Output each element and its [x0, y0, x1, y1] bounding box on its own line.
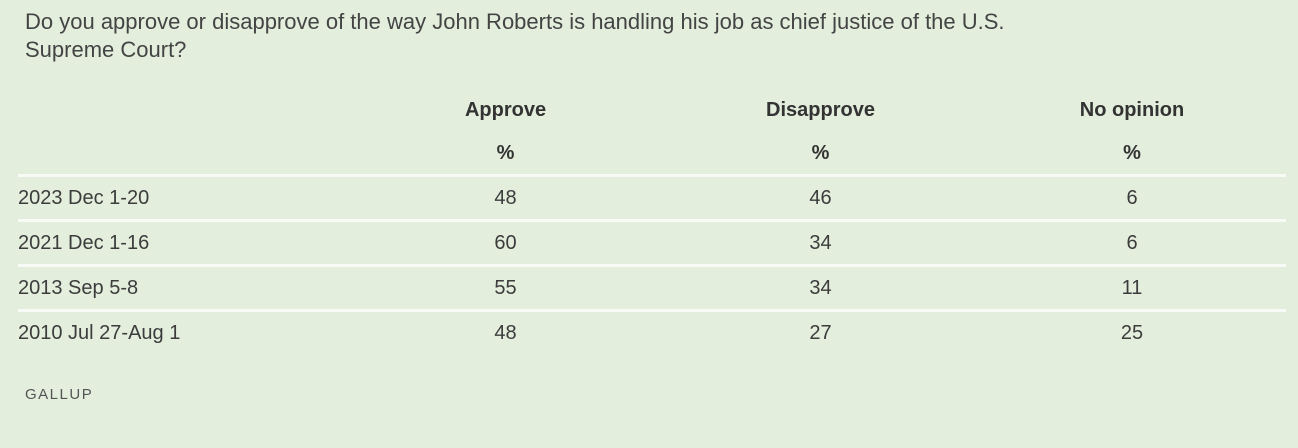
cell-disapprove: 34: [809, 276, 832, 299]
row-label: 2013 Sep 5-8: [18, 276, 139, 299]
cell-approve: 48: [494, 321, 517, 344]
unit-header-no-opinion: %: [1123, 141, 1141, 164]
table-row: 2021 Dec 1-16 60 34 6: [18, 221, 1286, 266]
cell-approve: 60: [494, 231, 517, 254]
row-label: 2021 Dec 1-16: [18, 231, 150, 254]
unit-header-approve: %: [496, 141, 515, 164]
cell-no-opinion: 25: [1120, 321, 1144, 344]
cell-no-opinion: 6: [1126, 231, 1138, 254]
source-label: GALLUP: [25, 386, 94, 403]
unit-header-row: % % %: [18, 132, 1286, 176]
cell-no-opinion: 6: [1126, 186, 1138, 209]
column-header-disapprove: Disapprove: [766, 98, 875, 121]
cell-approve: 55: [494, 276, 517, 299]
cell-no-opinion: 11: [1121, 276, 1143, 299]
column-header-no-opinion: No opinion: [1079, 98, 1185, 121]
cell-disapprove: 34: [809, 231, 832, 254]
cell-disapprove: 46: [809, 186, 832, 209]
column-header-approve: Approve: [464, 98, 547, 121]
results-table: Approve Disapprove No opinion % % % 2023…: [18, 88, 1286, 354]
cell-disapprove: 27: [809, 321, 832, 344]
table-row: 2010 Jul 27-Aug 1 48 27 25: [18, 311, 1286, 355]
column-header-row: Approve Disapprove No opinion: [18, 88, 1286, 132]
table-row: 2023 Dec 1-20 48 46 6: [18, 176, 1286, 221]
unit-header-blank: [18, 132, 348, 176]
unit-header-disapprove: %: [811, 141, 830, 164]
chart-title: Do you approve or disapprove of the way …: [25, 9, 1005, 62]
row-label: 2023 Dec 1-20: [18, 186, 150, 209]
row-label-header: [18, 88, 348, 132]
cell-approve: 48: [494, 186, 517, 209]
table-row: 2013 Sep 5-8 55 34 11: [18, 266, 1286, 311]
row-label: 2010 Jul 27-Aug 1: [18, 321, 181, 344]
